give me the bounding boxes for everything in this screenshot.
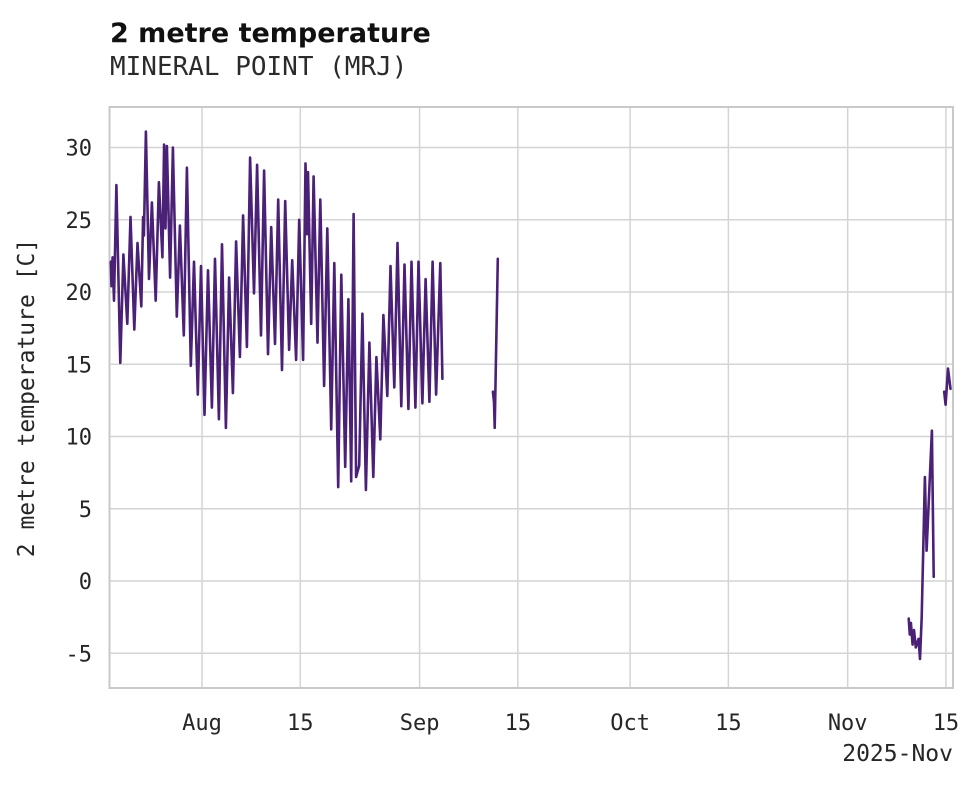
y-tick-label: 5: [79, 498, 92, 523]
x-axis-tick-labels: Aug 15 Sep 15 Oct 15 Nov 15: [182, 711, 959, 736]
y-axis-tick-labels: 30 25 20 15 10 5 0 -5: [66, 137, 93, 668]
y-tick-label: 0: [79, 570, 92, 595]
y-tick-label: -5: [66, 642, 93, 667]
y-tick-label: 30: [66, 137, 93, 162]
x-tick-label: 15: [715, 711, 742, 736]
chart-subtitle: MINERAL POINT (MRJ): [110, 52, 407, 82]
x-tick-label: Sep: [400, 711, 440, 736]
x-tick-label: Aug: [182, 711, 222, 736]
x-axis-year-label: 2025-Nov: [842, 741, 953, 767]
gridlines: [109, 107, 953, 688]
y-tick-label: 25: [66, 209, 93, 234]
x-tick-label: 15: [933, 711, 960, 736]
x-tick-label: 15: [505, 711, 532, 736]
y-tick-label: 20: [66, 281, 93, 306]
y-tick-label: 15: [66, 353, 93, 378]
x-tick-label: Oct: [610, 711, 650, 736]
y-axis-label: 2 metre temperature [C]: [14, 239, 40, 558]
temperature-line-series: [109, 130, 952, 661]
chart-title: 2 metre temperature: [110, 18, 431, 49]
temperature-line-segment: [491, 257, 500, 430]
y-tick-label: 10: [66, 426, 93, 451]
temperature-line-segment: [109, 130, 444, 492]
x-tick-label: 15: [287, 711, 314, 736]
temperature-line-segment: [942, 367, 952, 407]
x-tick-label: Nov: [828, 711, 868, 736]
temperature-line-segment: [907, 429, 936, 661]
plot-border: [108, 106, 954, 689]
